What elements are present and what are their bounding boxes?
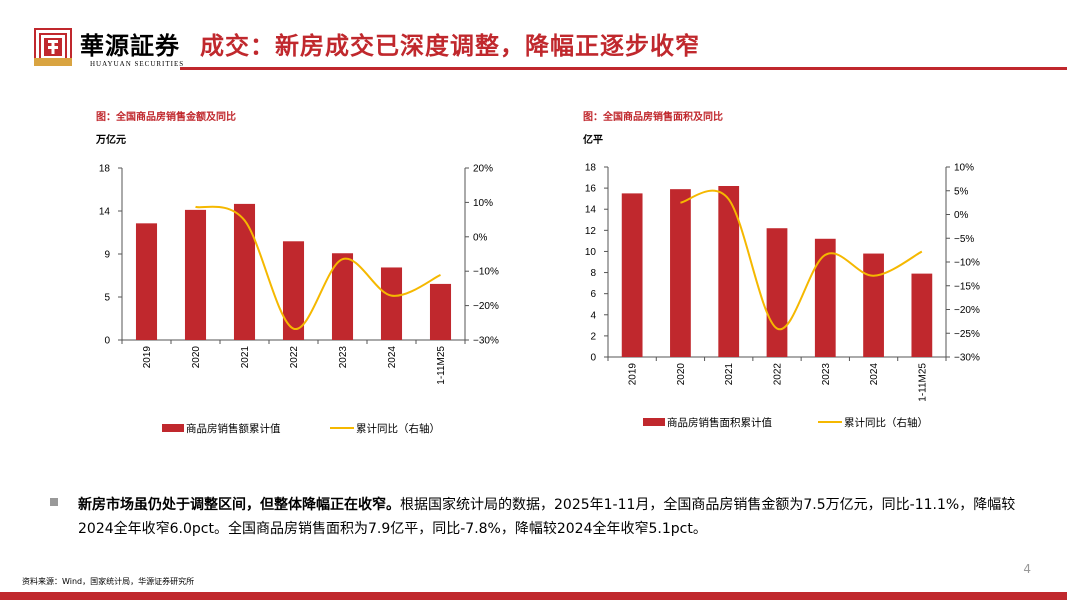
yoy-line-series xyxy=(680,189,923,331)
bar-1-11M25 xyxy=(911,273,933,357)
summary-text: 根据国家统计局的数据，2025年1-11月，全国商品房销售金额为7.5万亿元，同… xyxy=(78,497,1016,537)
chart2-svg: 0 2 4 6 8 10 12 14 16 18 10% 5% 0% −5% −10% −15% −20% −25… xyxy=(585,163,980,430)
x-tick-label: 2020 xyxy=(191,346,202,369)
right-tick-label: −15% xyxy=(954,281,980,292)
left-tick-label: 18 xyxy=(585,163,597,174)
x-tick-label: 2019 xyxy=(628,363,639,386)
left-tick-label: 4 xyxy=(590,310,596,321)
title-divider xyxy=(180,67,1067,70)
page-title: 成交：新房成交已深度调整，降幅正逐步收窄 xyxy=(200,32,700,60)
x-tick-label: 1-11M25 xyxy=(436,346,447,385)
source-note: 资料来源：Wind，国家统计局，华源证券研究所 xyxy=(22,577,195,586)
right-tick-label: −30% xyxy=(954,353,980,364)
bar-2022 xyxy=(766,228,788,357)
right-tick-label: −20% xyxy=(473,301,499,312)
left-tick-label: 9 xyxy=(104,250,110,261)
brand-name: 華源証券 xyxy=(80,31,180,60)
bar-2019 xyxy=(135,223,158,340)
left-tick-label: 18 xyxy=(99,164,111,175)
left-tick-label: 0 xyxy=(590,353,596,364)
x-tick-label: 2022 xyxy=(289,346,300,369)
bar-1-11M25 xyxy=(429,283,452,340)
legend-bar-swatch xyxy=(162,424,184,432)
right-tick-label: −10% xyxy=(473,267,499,278)
x-tick-label: 2020 xyxy=(676,363,687,386)
right-tick-label: 0% xyxy=(473,232,488,243)
page-number: 4 xyxy=(1023,562,1031,576)
right-tick-label: 10% xyxy=(473,198,493,209)
right-tick-label: 0% xyxy=(954,210,969,221)
bullet-marker xyxy=(50,498,58,506)
bar-2020 xyxy=(670,189,691,357)
left-tick-label: 6 xyxy=(590,289,596,300)
left-tick-label: 14 xyxy=(585,205,597,216)
left-tick-label: 14 xyxy=(99,207,111,218)
x-tick-label: 2023 xyxy=(821,363,832,386)
legend-bar-label: 商品房销售额累计值 xyxy=(186,422,281,435)
right-tick-label: −5% xyxy=(954,234,974,245)
x-tick-label: 2022 xyxy=(773,363,784,386)
right-tick-label: −10% xyxy=(954,258,980,269)
right-tick-label: 20% xyxy=(473,164,493,175)
chart1-title: 图：全国商品房销售金额及同比 xyxy=(96,112,236,123)
summary-bold: 新房市场虽仍处于调整区间，但整体降幅正在收窄。 xyxy=(78,497,400,513)
left-tick-label: 2 xyxy=(590,331,596,342)
bar-2020 xyxy=(184,209,207,340)
chart1-unit: 万亿元 xyxy=(96,135,126,146)
yoy-line-series xyxy=(195,205,441,330)
chart2-title: 图：全国商品房销售面积及同比 xyxy=(583,112,723,123)
brand-name-en: HUAYUAN SECURITIES xyxy=(90,60,185,68)
bar-2024 xyxy=(380,267,403,340)
left-tick-label: 10 xyxy=(585,247,597,258)
summary-paragraph: 新房市场虽仍处于调整区间，但整体降幅正在收窄。根据国家统计局的数据，2025年1… xyxy=(78,493,1038,541)
bar-2019 xyxy=(621,193,643,357)
right-tick-label: −25% xyxy=(954,329,980,340)
bar-2021 xyxy=(233,203,256,340)
bar-2023 xyxy=(331,253,354,340)
right-tick-label: −20% xyxy=(954,305,980,316)
legend-line-label: 累计同比（右轴） xyxy=(356,422,440,435)
x-tick-label: 2021 xyxy=(724,363,735,386)
left-tick-label: 5 xyxy=(104,293,110,304)
legend-line-label: 累计同比（右轴） xyxy=(844,416,928,429)
company-logo xyxy=(34,28,72,66)
left-tick-label: 12 xyxy=(585,226,597,237)
left-tick-label: 16 xyxy=(585,184,597,195)
bar-2022 xyxy=(282,241,305,340)
left-tick-label: 8 xyxy=(590,268,596,279)
x-tick-label: 2023 xyxy=(338,346,349,369)
right-tick-label: 5% xyxy=(954,186,969,197)
right-tick-label: −30% xyxy=(473,336,499,347)
chart2-unit: 亿平 xyxy=(583,135,603,146)
footer-bar xyxy=(0,592,1067,600)
legend-bar-swatch xyxy=(643,418,665,426)
x-tick-label: 1-11M25 xyxy=(917,363,928,402)
x-tick-label: 2024 xyxy=(387,346,398,369)
x-tick-label: 2019 xyxy=(142,346,153,369)
left-tick-label: 0 xyxy=(104,336,110,347)
chart1-svg: 0 5 9 14 18 20% 10% 0% −10% −20% −30% 2019 2020 2021 2… xyxy=(99,164,499,436)
bar-2023 xyxy=(814,238,836,357)
bar-2024 xyxy=(863,253,884,357)
right-tick-label: 10% xyxy=(954,163,974,174)
legend-bar-label: 商品房销售面积累计值 xyxy=(667,416,772,429)
x-tick-label: 2021 xyxy=(240,346,251,369)
bar-2021 xyxy=(718,186,740,357)
x-tick-label: 2024 xyxy=(869,363,880,386)
